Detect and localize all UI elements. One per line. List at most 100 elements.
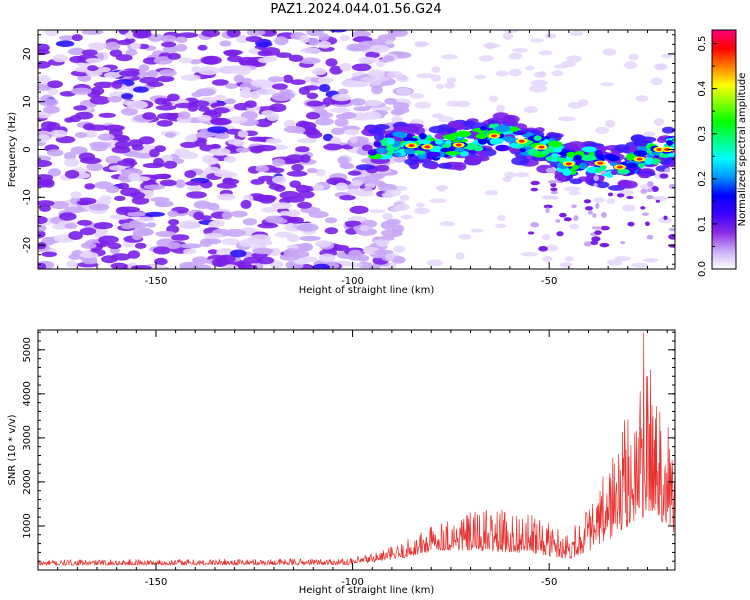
haze-blob (385, 39, 394, 45)
track-halo (437, 162, 453, 169)
track-core (541, 150, 550, 155)
noise-blob (107, 242, 122, 250)
noise-blob (70, 191, 82, 199)
track-core (382, 155, 393, 159)
noise-blob (258, 195, 276, 204)
hotspot-inner (408, 144, 415, 148)
hotspot-inner (636, 157, 643, 161)
noise-blob (331, 93, 352, 102)
noise-blob (369, 44, 390, 53)
x-tick-label: -50 (541, 577, 557, 588)
noise-blob (272, 175, 287, 184)
y-tick-label: -10 (22, 189, 33, 205)
haze-blob (529, 84, 548, 93)
haze-blob (570, 30, 584, 36)
noise-blob (306, 167, 318, 174)
track-core (533, 135, 542, 141)
noise-blob (38, 242, 47, 250)
noise-blob (47, 168, 62, 177)
noise-blob (227, 116, 248, 124)
noise-blob (298, 86, 311, 95)
noise-blob (296, 223, 319, 232)
noise-blob (271, 218, 288, 224)
track-core (386, 145, 394, 152)
track-core (551, 158, 558, 162)
scatter-blob (600, 225, 610, 231)
noise-blob (219, 40, 232, 47)
haze-blob (623, 61, 638, 69)
haze-blob (396, 87, 412, 95)
noise-blob (186, 185, 203, 191)
noise-blob (330, 136, 342, 145)
noise-blob (138, 64, 150, 72)
noise-blob (347, 170, 362, 176)
noise-blob (98, 235, 119, 244)
noise-blob (240, 86, 251, 94)
noise-blob (197, 44, 208, 51)
track-core (393, 152, 402, 157)
noise-blob (315, 168, 326, 177)
noise-blob (90, 86, 105, 96)
haze-blob (530, 38, 544, 43)
noise-blob (127, 211, 146, 217)
haze-blob (431, 66, 441, 73)
noise-blob (104, 41, 121, 51)
track-halo (355, 164, 375, 171)
track-core (652, 158, 659, 165)
noise-blob (189, 59, 202, 65)
noise-blob (38, 174, 54, 182)
noise-blob (290, 79, 306, 85)
scatter-blob (626, 195, 634, 200)
scatter-blob (620, 240, 626, 245)
haze-blob (661, 53, 672, 59)
haze-blob (635, 95, 649, 102)
haze-blob (454, 100, 471, 108)
noise-blob (261, 110, 275, 117)
noise-blob (311, 67, 327, 76)
haze-blob (508, 52, 523, 60)
haze-blob (470, 228, 484, 233)
noise-blob (38, 74, 51, 84)
noise-blob (248, 136, 267, 142)
noise-blob (306, 100, 324, 107)
noise-blob (155, 199, 166, 207)
noise-blob (351, 30, 371, 38)
noise-blob (197, 114, 212, 122)
scatter-blob (550, 187, 558, 192)
snr-line (38, 332, 675, 567)
haze-blob (520, 251, 539, 257)
noise-blob (315, 117, 334, 126)
track-halo (511, 156, 530, 166)
noise-blob (368, 69, 385, 78)
scatter-blob (627, 221, 635, 227)
y-tick-label: -20 (22, 237, 33, 253)
scatter-blob (646, 195, 654, 200)
x-tick-label: -150 (145, 577, 168, 588)
noise-blob (349, 205, 369, 214)
noise-blob (114, 140, 130, 150)
noise-blob (248, 48, 261, 55)
scatter-blob (647, 180, 654, 187)
haze-blob (444, 82, 456, 89)
noise-blob (230, 249, 247, 258)
noise-blob (175, 36, 188, 43)
noise-blob (180, 74, 201, 81)
noise-blob (184, 135, 198, 143)
noise-blob (84, 183, 96, 190)
track-core (588, 151, 595, 156)
noise-blob (393, 102, 410, 111)
haze-blob (546, 244, 558, 252)
track-core (455, 130, 472, 137)
noise-blob (289, 250, 310, 258)
haze-blob (389, 207, 403, 212)
scatter-blob (530, 180, 540, 186)
noise-blob (134, 242, 147, 249)
noise-blob (245, 36, 263, 43)
noise-blob (299, 235, 321, 242)
scatter-blob (668, 227, 675, 232)
haze-blob (414, 207, 430, 215)
scatter-blob (545, 207, 550, 214)
haze-blob (544, 33, 557, 39)
noise-blob (183, 248, 197, 255)
noise-blob (133, 86, 149, 93)
